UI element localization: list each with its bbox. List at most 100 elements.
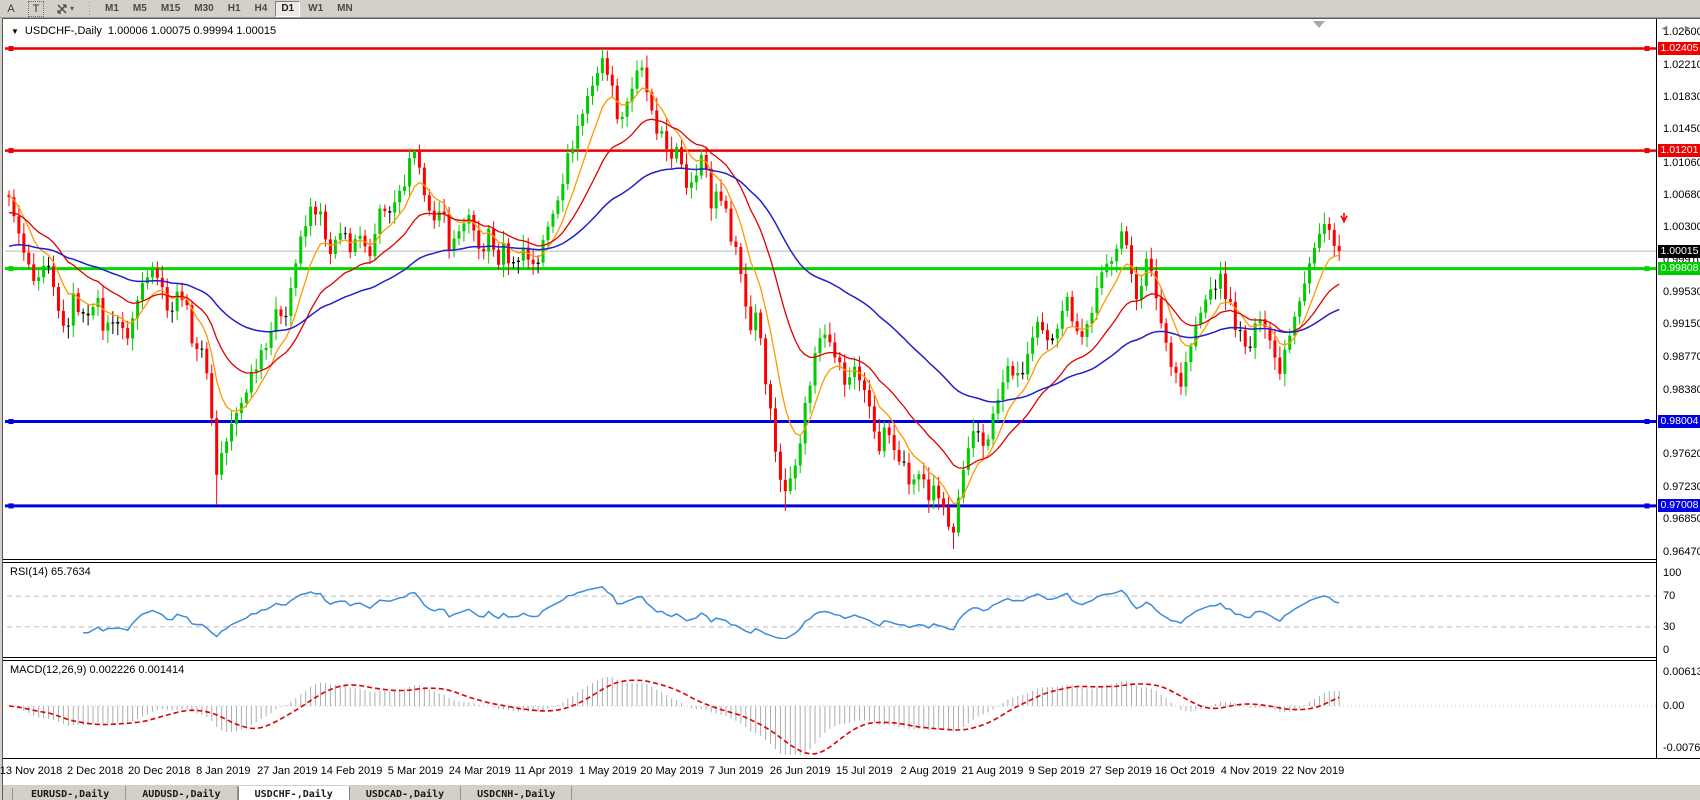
timeframe-button-m30[interactable]: M30 — [194, 3, 214, 14]
price-level-badge: 0.97008 — [1658, 499, 1700, 513]
candles-layer — [7, 48, 1341, 549]
date-axis-tick: 2 Aug 2019 — [900, 765, 957, 777]
line-handle[interactable] — [1644, 46, 1650, 52]
chart-context-dropdown-icon[interactable]: ▼ — [11, 26, 19, 36]
date-axis-tick: 27 Sep 2019 — [1089, 765, 1152, 777]
line-handle[interactable] — [1644, 419, 1650, 425]
macd-signal-line — [8, 679, 1340, 755]
price-axis-tick: 1.00680 — [1663, 188, 1700, 201]
text-tool-button[interactable]: T — [28, 0, 44, 17]
line-handle[interactable] — [1644, 266, 1650, 272]
price-axis-tick: 0.98380 — [1663, 383, 1700, 396]
symbol-tab-eurusd[interactable]: EURUSD-,Daily — [15, 786, 127, 800]
timeframe-button-d1[interactable]: D1 — [275, 0, 301, 17]
date-axis-tick: 2 Dec 2018 — [66, 765, 124, 777]
chevron-down-icon: ▾ — [70, 4, 75, 13]
date-axis-tick: 16 Oct 2019 — [1154, 765, 1215, 777]
price-axis-tick: 1.01830 — [1663, 91, 1700, 104]
date-axis-tick: 20 Dec 2018 — [127, 765, 191, 777]
timeframe-button-m1[interactable]: M1 — [105, 3, 119, 14]
main-price-pane — [5, 46, 1656, 549]
line-handle[interactable] — [8, 503, 14, 509]
line-handle[interactable] — [1644, 503, 1650, 509]
trade-arrow-marker — [1340, 212, 1348, 224]
ma-fast-line — [8, 87, 1340, 505]
ma-medium-line — [8, 118, 1340, 469]
date-axis-tick: 4 Nov 2019 — [1220, 765, 1278, 777]
chart-toolbar: A T ▾ M1 M5 M15 M30 H1 H4 D1 W1 MN — [0, 0, 1700, 18]
timeframe-button-mn[interactable]: MN — [337, 3, 353, 14]
symbol-tab-audusd[interactable]: AUDUSD-,Daily — [126, 786, 238, 800]
timeframe-button-m5[interactable]: M5 — [132, 3, 147, 14]
date-axis-tick: 24 Mar 2019 — [448, 765, 511, 777]
date-axis-tick: 13 Nov 2018 — [0, 765, 63, 777]
date-axis-tick: 27 Jan 2019 — [257, 765, 318, 777]
timeframe-group: M1 M5 M15 M30 H1 H4 D1 W1 MN — [98, 0, 360, 17]
price-axis[interactable]: 1.02600 1.02210 1.01830 1.01450 1.01060 1.006… — [1656, 19, 1700, 758]
timeframe-button-h1[interactable]: H1 — [227, 3, 241, 14]
price-level-badge: 0.98004 — [1658, 415, 1700, 428]
price-axis-tick: 0.96470 — [1663, 545, 1700, 558]
tab-scroll-left-button[interactable]: ◄ — [1660, 23, 1670, 33]
rsi-line — [83, 585, 1340, 639]
line-handle[interactable] — [8, 419, 14, 425]
macd-histogram — [13, 677, 1340, 755]
date-axis-tick: 20 May 2019 — [640, 765, 704, 777]
date-axis-tick: 8 Jan 2019 — [196, 765, 251, 777]
date-axis-tick: 5 Mar 2019 — [387, 765, 444, 777]
price-axis-tick: 1.01060 — [1663, 156, 1700, 169]
line-handle[interactable] — [8, 148, 14, 154]
ma-slow-line — [8, 167, 1340, 403]
symbol-tab-usdchf[interactable]: USDCHF-,Daily — [237, 786, 350, 800]
macd-axis-tick: -0.007612 — [1663, 742, 1700, 755]
date-axis-tick: 22 Nov 2019 — [1281, 765, 1345, 777]
price-level-badge: 1.00015 — [1658, 244, 1700, 258]
date-axis-tick: 9 Sep 2019 — [1028, 765, 1085, 777]
rsi-axis-tick: 30 — [1663, 620, 1676, 633]
tab-scroll-right-button[interactable]: ► — [1683, 23, 1692, 33]
tabstrip-notch — [3, 788, 13, 800]
chart-symbol-title: USDCHF-,Daily — [24, 25, 102, 37]
macd-axis-tick: 0.00 — [1663, 700, 1685, 712]
toolbar-separator — [87, 1, 93, 16]
line-handle[interactable] — [8, 46, 14, 52]
rsi-axis-tick: 70 — [1663, 590, 1676, 603]
pane-divider-rsi[interactable] — [3, 559, 1656, 563]
date-axis-tick: 1 May 2019 — [579, 765, 637, 777]
rsi-axis-tick: 100 — [1663, 567, 1682, 579]
date-axis-tick: 11 Apr 2019 — [514, 765, 574, 777]
rsi-axis-tick: 0 — [1663, 644, 1670, 656]
price-axis-tick: 0.97620 — [1663, 448, 1700, 461]
timeframe-button-w1[interactable]: W1 — [308, 3, 324, 14]
line-handle[interactable] — [8, 266, 14, 272]
rsi-pane — [7, 585, 1656, 639]
chart-canvas — [5, 31, 1660, 762]
symbol-tab-strip: EURUSD-,Daily AUDUSD-,Daily USDCHF-,Daily U… — [3, 784, 1700, 800]
price-level-badge: 1.02405 — [1658, 42, 1700, 56]
date-axis-tick: 21 Aug 2019 — [961, 765, 1024, 777]
price-axis-tick: 1.02600 — [1663, 26, 1700, 38]
date-axis[interactable]: 13 Nov 2018 2 Dec 2018 20 Dec 2018 8 Jan 20… — [0, 758, 1700, 784]
line-handle[interactable] — [1644, 148, 1650, 154]
cursor-tool-button[interactable]: A — [7, 2, 15, 15]
timeframe-button-m15[interactable]: M15 — [160, 3, 181, 14]
timeframe-button-h4[interactable]: H4 — [254, 3, 268, 14]
chart-shift-marker[interactable] — [1313, 21, 1325, 28]
price-axis-tick: 0.98770 — [1663, 350, 1700, 363]
date-axis-tick: 7 Jun 2019 — [708, 765, 764, 777]
macd-indicator-label: MACD(12,26,9) 0.002226 0.001414 — [10, 664, 185, 676]
crosshair-tool-button[interactable]: ▾ — [53, 1, 77, 17]
price-axis-tick: 0.97230 — [1663, 481, 1700, 494]
symbol-tab-usdcad[interactable]: USDCAD-,Daily — [350, 786, 462, 800]
symbol-tab-usdcnh[interactable]: USDCNH-,Daily — [461, 786, 573, 800]
price-axis-tick: 0.99530 — [1663, 286, 1700, 299]
chart-ohlc-values: 1.00006 1.00075 0.99994 1.00015 — [107, 25, 277, 37]
date-axis-tick: 14 Feb 2019 — [320, 765, 383, 777]
chart-window: ▼ USDCHF-,Daily 1.00006 1.00075 0.99994 … — [0, 18, 1700, 800]
rsi-indicator-label: RSI(14) 65.7634 — [10, 566, 91, 578]
price-level-badge: 0.99808 — [1658, 262, 1700, 276]
pane-divider-macd[interactable] — [3, 657, 1656, 661]
diagonal-arrows-icon — [57, 3, 67, 14]
price-level-badge: 1.01201 — [1658, 144, 1700, 158]
